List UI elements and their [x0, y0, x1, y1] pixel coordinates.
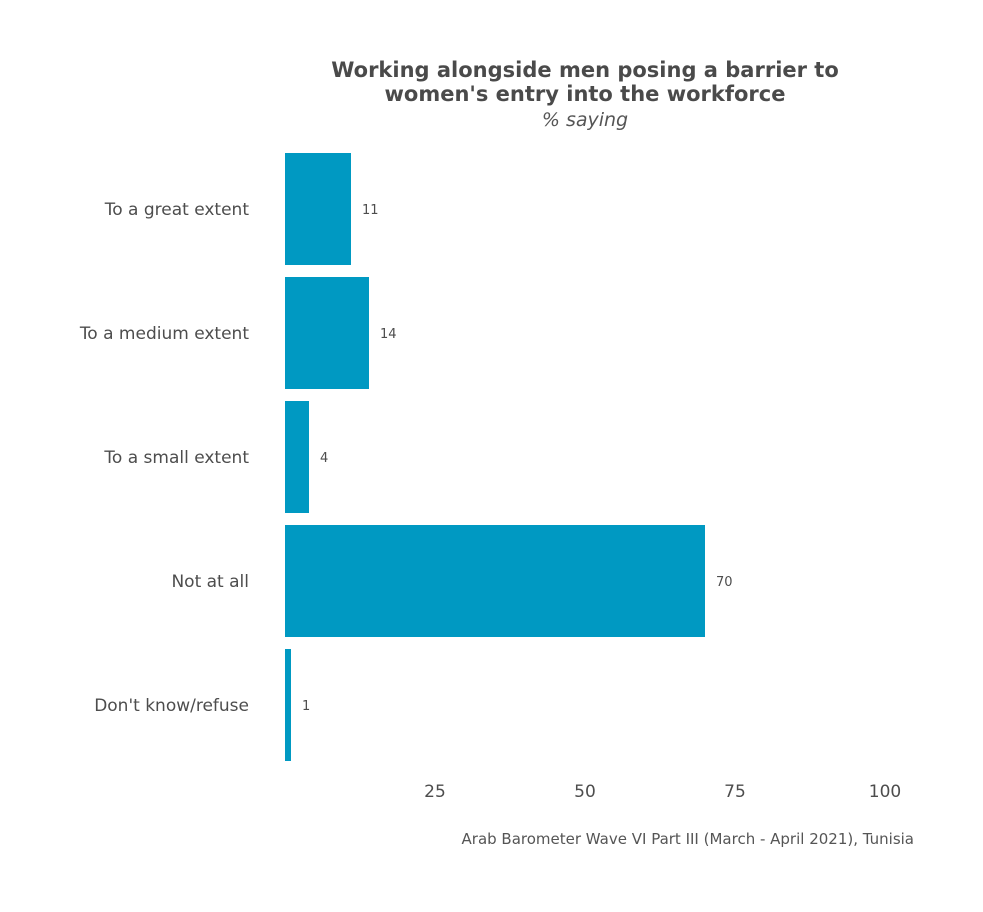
- bar-2: [285, 401, 309, 513]
- value-label-4: 1: [302, 699, 310, 714]
- x-tick-label-2: 75: [724, 782, 746, 802]
- x-axis-tick-labels: 25 50 75 100: [424, 782, 901, 802]
- value-label-0: 11: [362, 203, 379, 218]
- chart-title-line-1: Working alongside men posing a barrier t…: [331, 58, 839, 82]
- x-tick-label-0: 25: [424, 782, 446, 802]
- category-labels: To a great extent To a medium extent To a …: [79, 200, 250, 716]
- bar-1: [285, 277, 369, 389]
- value-labels: 11 14 4 70 1: [302, 203, 733, 714]
- x-tick-label-1: 50: [574, 782, 596, 802]
- x-tick-label-3: 100: [869, 782, 901, 802]
- category-label-1: To a medium extent: [79, 324, 250, 344]
- category-label-4: Don't know/refuse: [94, 696, 249, 716]
- category-label-0: To a great extent: [104, 200, 250, 220]
- chart-header: Working alongside men posing a barrier t…: [331, 58, 839, 131]
- value-label-3: 70: [716, 575, 733, 590]
- chart-title-line-2: women's entry into the workforce: [385, 82, 786, 106]
- bar-4: [285, 649, 291, 761]
- chart-caption: Arab Barometer Wave VI Part III (March -…: [462, 830, 914, 848]
- chart-subtitle: % saying: [542, 109, 628, 131]
- category-label-3: Not at all: [171, 572, 249, 592]
- bar-0: [285, 153, 351, 265]
- category-label-2: To a small extent: [103, 448, 249, 468]
- bar-3: [285, 525, 705, 637]
- bars: [285, 153, 705, 761]
- value-label-1: 14: [380, 327, 397, 342]
- value-label-2: 4: [320, 451, 328, 466]
